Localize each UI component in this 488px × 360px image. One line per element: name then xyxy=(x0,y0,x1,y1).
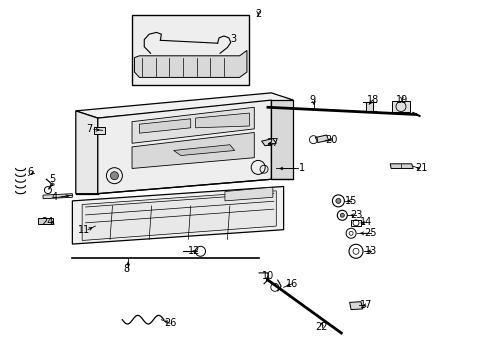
Text: 2: 2 xyxy=(255,9,261,19)
Polygon shape xyxy=(349,302,362,310)
Circle shape xyxy=(340,213,344,217)
Polygon shape xyxy=(139,119,190,133)
Text: 9: 9 xyxy=(308,95,314,105)
Text: 24: 24 xyxy=(41,217,54,228)
Text: 17: 17 xyxy=(359,300,371,310)
Text: 16: 16 xyxy=(285,279,298,289)
Polygon shape xyxy=(224,187,272,201)
Circle shape xyxy=(335,198,340,203)
Text: 18: 18 xyxy=(366,95,378,105)
Text: 12: 12 xyxy=(188,246,201,256)
Text: 15: 15 xyxy=(344,196,357,206)
Text: 19: 19 xyxy=(395,95,407,105)
Text: 20: 20 xyxy=(325,135,337,145)
Text: 22: 22 xyxy=(315,322,327,332)
Text: 10: 10 xyxy=(261,271,274,282)
Polygon shape xyxy=(76,111,98,194)
Polygon shape xyxy=(315,135,328,143)
Text: 6: 6 xyxy=(27,167,33,177)
Text: 26: 26 xyxy=(163,318,176,328)
Polygon shape xyxy=(389,164,412,168)
Text: 8: 8 xyxy=(123,264,129,274)
Polygon shape xyxy=(391,101,409,112)
Polygon shape xyxy=(76,93,293,118)
Polygon shape xyxy=(173,145,234,156)
Text: 25: 25 xyxy=(364,228,376,238)
Text: 14: 14 xyxy=(359,217,371,228)
Polygon shape xyxy=(271,100,293,179)
Text: 4: 4 xyxy=(52,192,58,202)
Polygon shape xyxy=(38,218,53,224)
Text: 13: 13 xyxy=(364,246,376,256)
Polygon shape xyxy=(261,139,276,146)
Text: 11: 11 xyxy=(78,225,90,235)
Polygon shape xyxy=(132,132,254,168)
Text: 5: 5 xyxy=(50,174,56,184)
Text: 1: 1 xyxy=(299,163,305,174)
Polygon shape xyxy=(132,107,254,143)
Text: 27: 27 xyxy=(266,138,279,148)
Polygon shape xyxy=(72,186,283,244)
Polygon shape xyxy=(98,100,271,194)
Polygon shape xyxy=(132,15,249,85)
Polygon shape xyxy=(195,113,249,128)
Text: 7: 7 xyxy=(86,124,92,134)
Polygon shape xyxy=(94,127,105,134)
Text: 23: 23 xyxy=(349,210,362,220)
Polygon shape xyxy=(82,191,276,240)
Polygon shape xyxy=(43,194,72,199)
Text: 21: 21 xyxy=(414,163,427,174)
Circle shape xyxy=(110,172,118,180)
Polygon shape xyxy=(365,102,372,111)
Text: 3: 3 xyxy=(230,34,236,44)
Polygon shape xyxy=(134,50,246,77)
